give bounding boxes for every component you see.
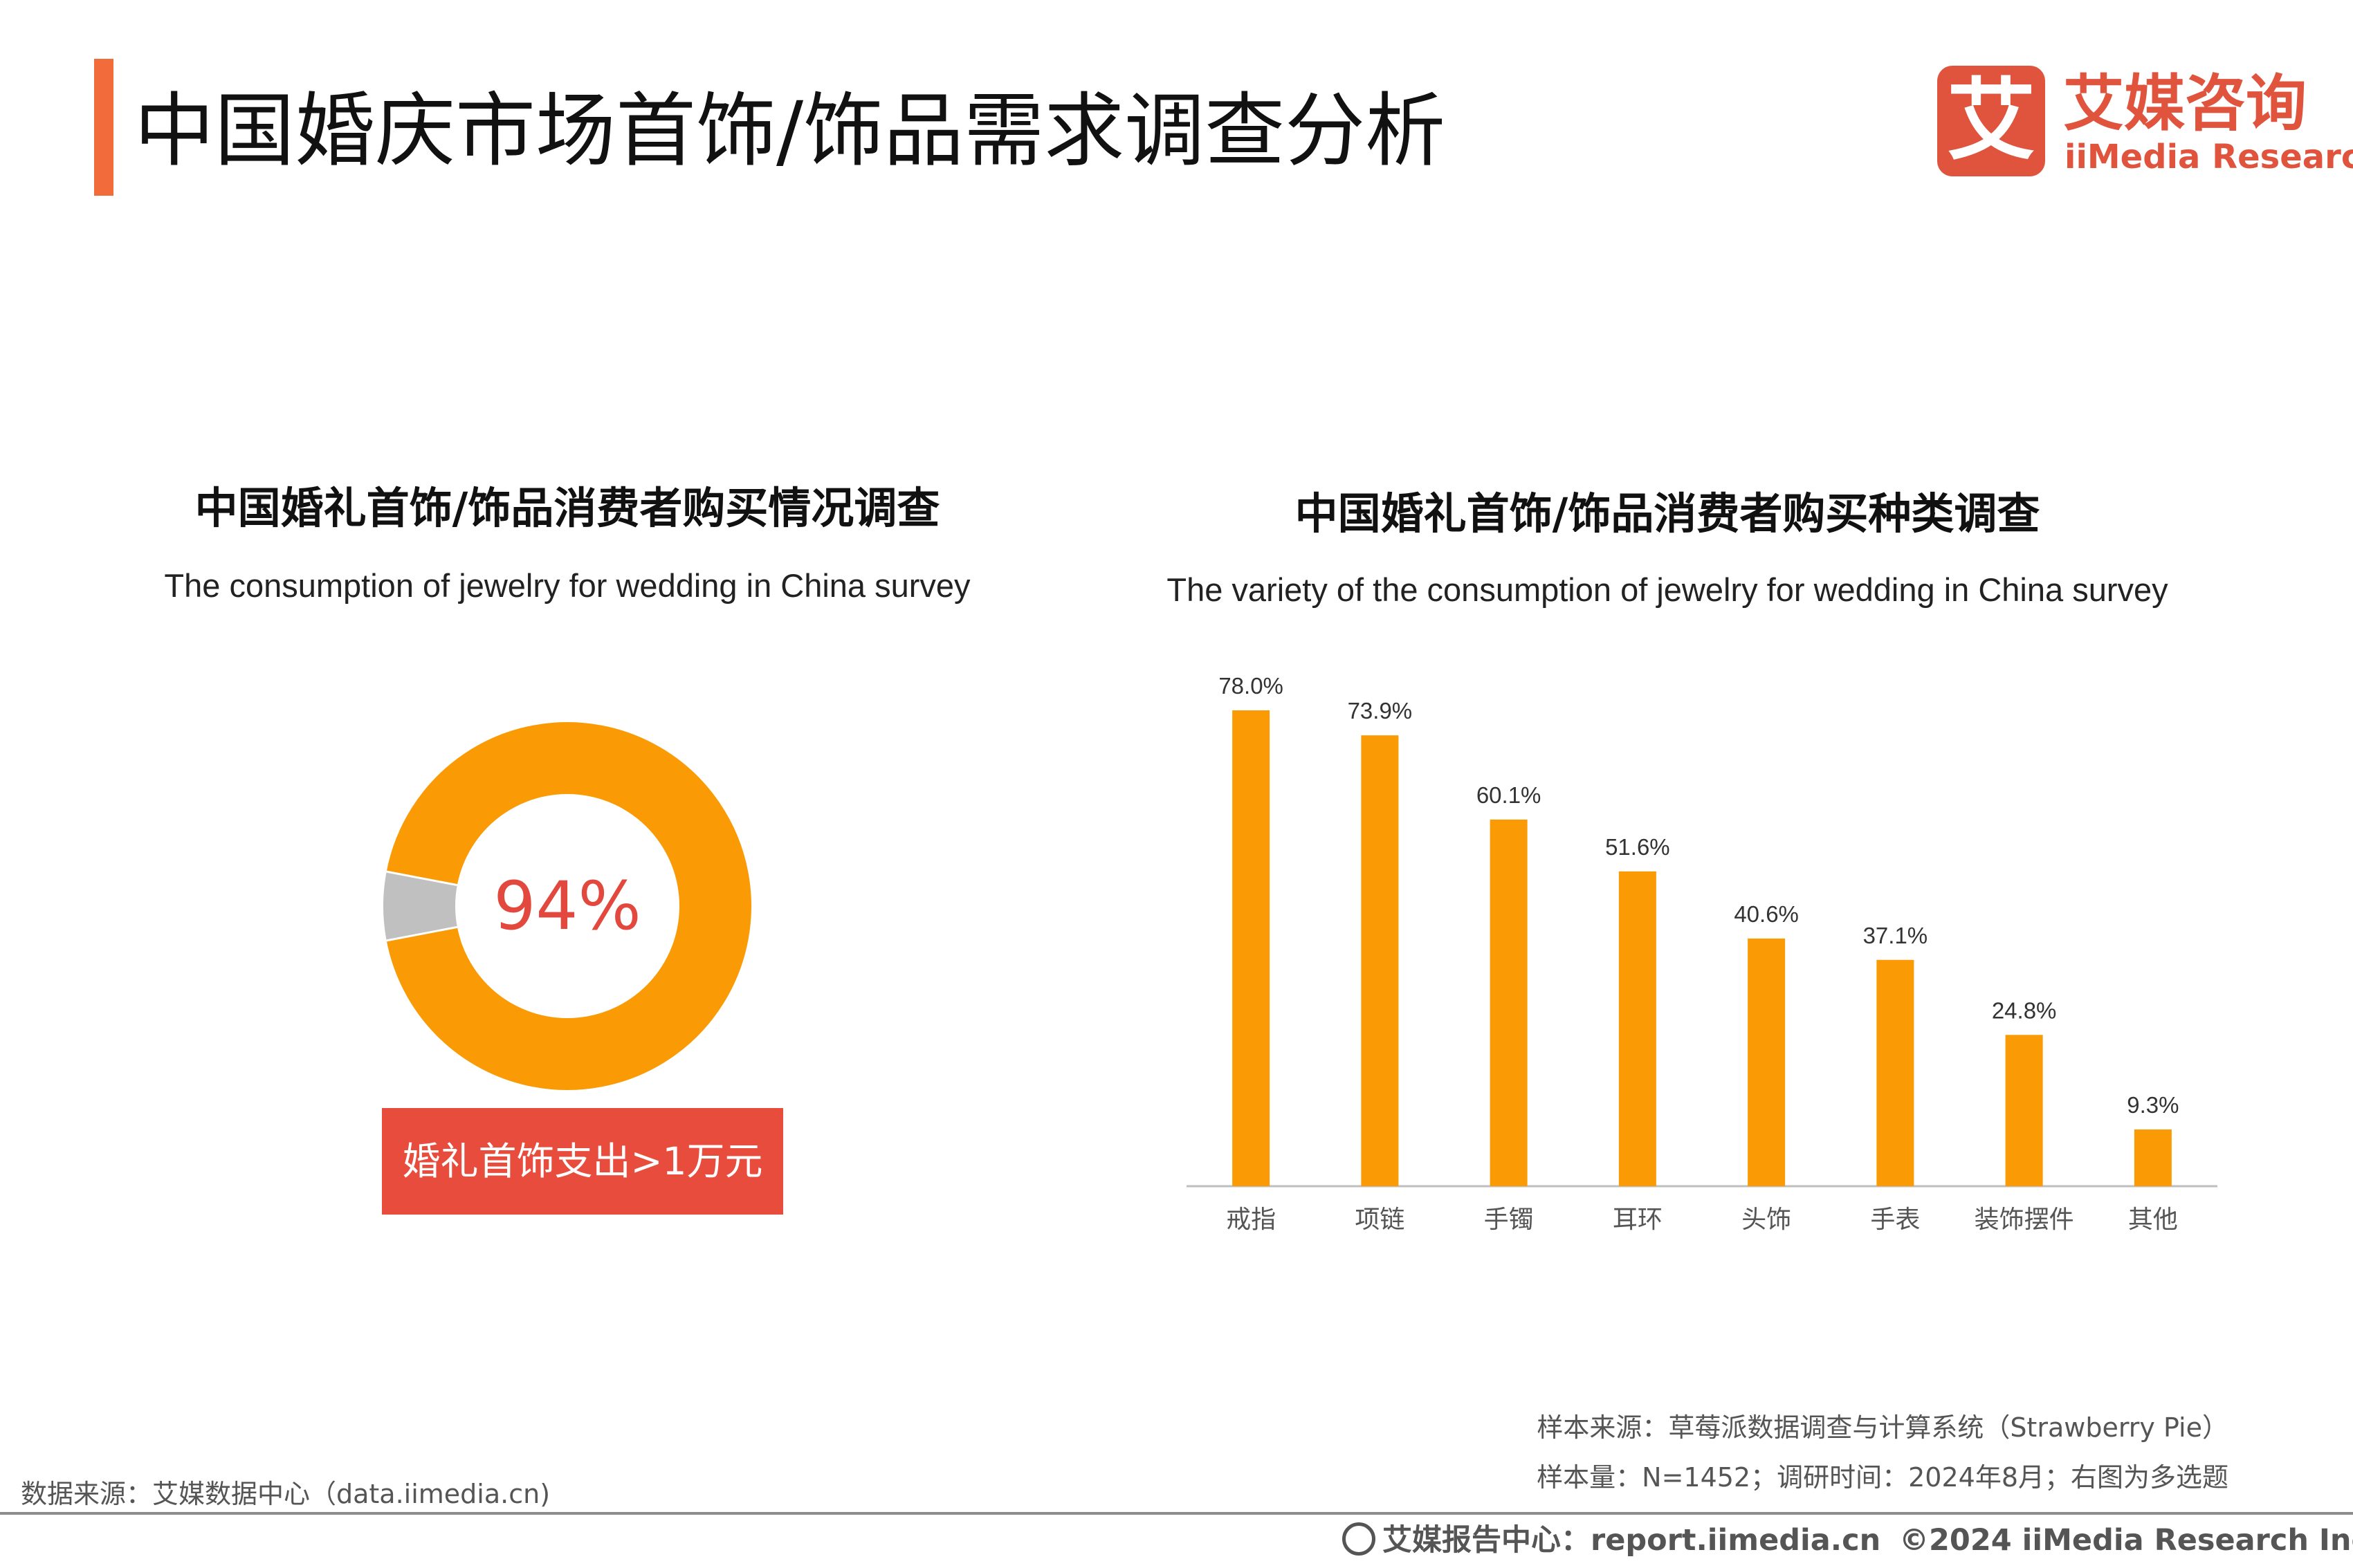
page-title: 中国婚庆市场首饰/饰品需求调查分析 — [134, 84, 1446, 178]
title-accent-bar — [94, 59, 113, 196]
left-chart-title: 中国婚礼首饰/饰品消费者购买情况调查 — [194, 483, 940, 533]
x-tick-label: 耳环 — [1613, 1206, 1663, 1234]
x-tick-label: 手表 — [1870, 1206, 1920, 1234]
bar-value-label: 73.9% — [1348, 698, 1413, 723]
bar-3 — [1618, 871, 1656, 1186]
bar-value-label: 9.3% — [2127, 1092, 2179, 1118]
logo-text-en: iiMedia Research — [2064, 138, 2353, 176]
bar-4 — [1748, 938, 1786, 1186]
donut-separator — [386, 870, 458, 887]
footer-report-text[interactable]: 艾媒报告中心：report.iimedia.cn — [1382, 1523, 1881, 1558]
donut-separator — [386, 925, 458, 942]
data-source-note: 数据来源：艾媒数据中心（data.iimedia.cn) — [21, 1479, 551, 1509]
globe-icon — [1342, 1522, 1375, 1556]
bar-2 — [1490, 819, 1528, 1186]
left-chart-subtitle: The consumption of jewelry for wedding i… — [164, 567, 971, 604]
sample-size-note: 样本量：N=1452；调研时间：2024年8月；右图为多选题 — [1537, 1462, 2228, 1493]
donut-center-label: 94% — [374, 712, 761, 1100]
x-tick-label: 装饰摆件 — [1975, 1206, 2074, 1234]
bar-0 — [1232, 710, 1270, 1186]
bar-value-label: 78.0% — [1218, 673, 1283, 699]
bar-chart: 78.0% 戒指 73.9% 项链 60.1% 手镯 51.6% 耳环 40.6% 头饰 37.1%… — [1187, 673, 2217, 1234]
x-tick-label: 手镯 — [1484, 1206, 1534, 1234]
x-tick-label: 项链 — [1355, 1206, 1404, 1234]
donut-center-value: 94% — [493, 867, 641, 945]
bar-7 — [2134, 1129, 2172, 1186]
bar-value-label: 37.1% — [1863, 923, 1928, 948]
logo-char: 艾 — [1946, 69, 2035, 172]
x-tick-label: 戒指 — [1226, 1206, 1276, 1234]
bar-value-label: 60.1% — [1476, 782, 1541, 808]
bar-5 — [1876, 959, 1914, 1186]
donut-chart — [383, 722, 751, 1090]
bar-6 — [2005, 1035, 2043, 1186]
x-tick-label: 头饰 — [1741, 1206, 1791, 1234]
sample-source-note: 样本来源：草莓派数据调查与计算系统（Strawberry Pie） — [1537, 1412, 2228, 1443]
bar-value-label: 40.6% — [1734, 901, 1799, 927]
bar-value-label: 51.6% — [1605, 834, 1670, 860]
right-chart-title: 中国婚礼首饰/饰品消费者购买种类调查 — [1294, 488, 2040, 539]
brand-logo-icon: 艾 — [1937, 66, 2045, 176]
footer-divider — [0, 1512, 2353, 1515]
right-chart-subtitle: The variety of the consumption of jewelr… — [1166, 571, 2168, 608]
footer-report: 艾媒报告中心：report.iimedia.cn — [1342, 1519, 1880, 1562]
donut-category-box: 婚礼首饰支出>1万元 — [382, 1108, 783, 1215]
footer-copyright: ©2024 iiMedia Research Inc — [1899, 1523, 2353, 1558]
bar-value-label: 24.8% — [1992, 997, 2057, 1023]
x-tick-label: 其他 — [2128, 1206, 2178, 1234]
bar-1 — [1361, 735, 1399, 1186]
logo-text-cn: 艾媒咨询 — [2063, 68, 2307, 139]
